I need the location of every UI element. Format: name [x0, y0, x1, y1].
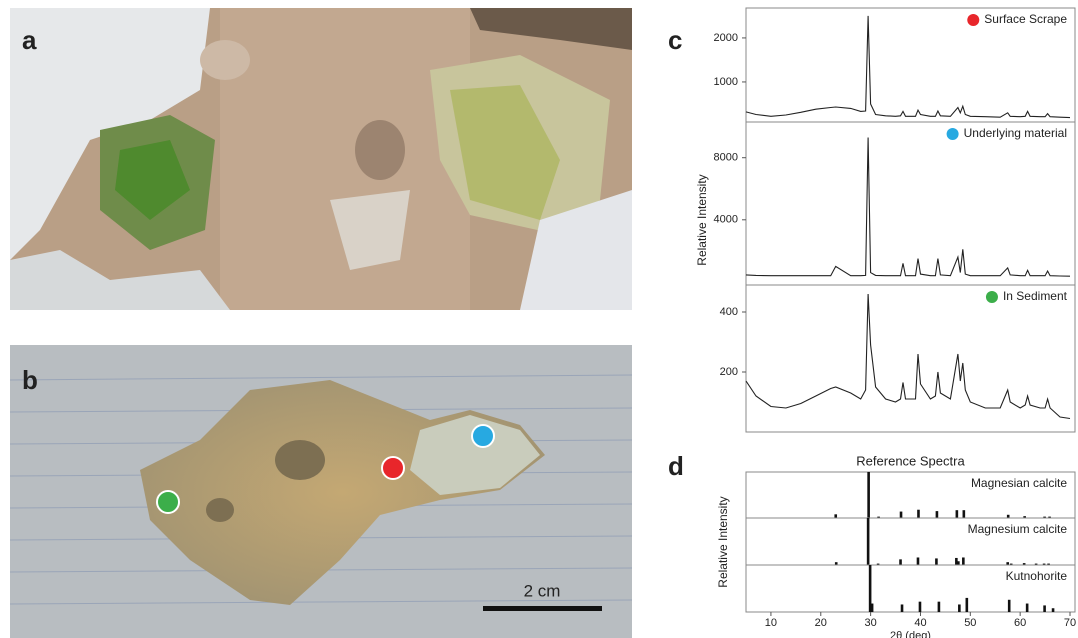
legend-label: Underlying material [964, 126, 1067, 140]
reference-peak [957, 561, 960, 565]
reference-peak [1052, 608, 1055, 612]
x-tick-label: 30 [864, 617, 876, 629]
legend-label: Surface Scrape [984, 12, 1067, 26]
reference-peak [900, 512, 903, 518]
reference-peak [938, 602, 941, 612]
x-tick-label: 40 [914, 617, 926, 629]
chart-title: Reference Spectra [856, 453, 965, 468]
panel-label: a [22, 25, 37, 55]
reference-peak [867, 518, 870, 565]
reference-peak [935, 558, 938, 565]
photo-b: 2 cm [10, 345, 632, 638]
reference-peak [958, 604, 961, 612]
reference-peak [962, 557, 965, 565]
reference-peak [1008, 600, 1011, 612]
plot-frame [746, 285, 1075, 432]
panel-label: b [22, 365, 38, 395]
reference-peak [917, 557, 920, 565]
reference-peak [936, 511, 939, 518]
reference-peak [899, 559, 902, 565]
x-tick-label: 60 [1014, 617, 1026, 629]
figure: 2 cm a b c d 1000 2000 Surface Scrape 4000 8… [0, 0, 1078, 638]
y-axis-label: Relative Intensity [716, 496, 730, 587]
legend-marker [986, 291, 998, 303]
y-tick-label: 200 [720, 366, 738, 378]
spectrum-line [746, 294, 1070, 419]
reference-peak [963, 510, 966, 518]
reference-peak [1026, 604, 1029, 612]
x-tick-label: 50 [964, 617, 976, 629]
reference-peak [901, 604, 904, 612]
legend-label: In Sediment [1003, 289, 1068, 303]
spectrum-line [746, 16, 1070, 118]
x-tick-label: 10 [765, 617, 777, 629]
legend-marker [947, 128, 959, 140]
y-tick-label: 400 [720, 306, 738, 318]
legend-marker [967, 14, 979, 26]
x-axis-label: 2θ (deg) [890, 630, 931, 638]
panel-label: d [668, 451, 684, 481]
y-tick-label: 2000 [714, 32, 738, 44]
spectrum-line [746, 138, 1070, 277]
y-tick-label: 1000 [714, 76, 738, 88]
reference-peak [956, 510, 959, 518]
reference-peak [919, 602, 922, 612]
y-tick-label: 4000 [714, 214, 738, 226]
reference-peak [966, 598, 969, 612]
legend-label: Magnesian calcite [971, 476, 1067, 490]
y-axis-label: Relative Intensity [695, 174, 709, 265]
legend-label: Kutnohorite [1006, 569, 1068, 583]
reference-peak [917, 510, 920, 518]
panel-label: c [668, 25, 682, 55]
plot-frame [746, 122, 1075, 285]
scale-bar-label: 2 cm [524, 581, 561, 600]
y-tick-label: 8000 [714, 152, 738, 164]
reference-peak [867, 472, 870, 518]
legend-label: Magnesium calcite [968, 522, 1068, 536]
x-tick-label: 70 [1064, 617, 1076, 629]
photo-a [10, 8, 632, 310]
reference-peak [834, 514, 837, 518]
reference-peak [871, 604, 874, 612]
x-tick-label: 20 [815, 617, 827, 629]
reference-peak [1043, 605, 1046, 612]
